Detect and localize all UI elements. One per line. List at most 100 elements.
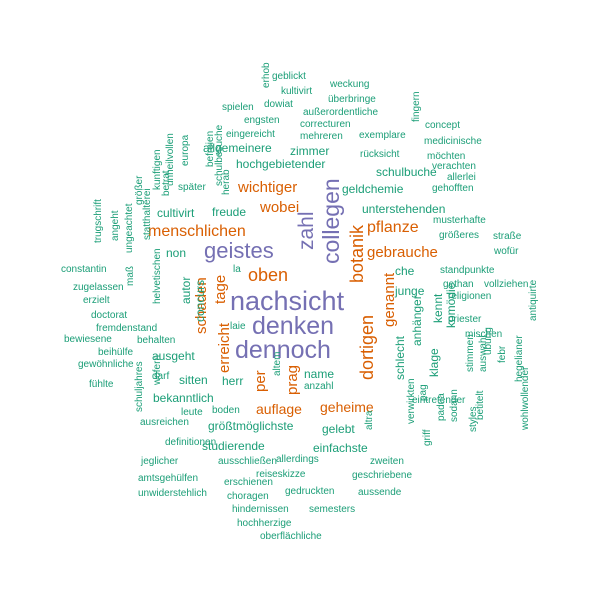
- word-cloud-word: anzahl: [304, 381, 334, 392]
- word-cloud-word: herab: [221, 169, 232, 195]
- word-cloud-word: allerdings: [276, 454, 319, 465]
- word-cloud-word: wobei: [260, 199, 300, 216]
- word-cloud-word: dennoch: [235, 336, 331, 364]
- word-cloud-word: sitten: [179, 373, 208, 387]
- word-cloud-word: erschienen: [224, 477, 273, 488]
- word-cloud-word: dortigen: [357, 314, 377, 380]
- word-cloud-word: junge: [395, 284, 425, 298]
- word-cloud-word: hindernissen: [232, 504, 289, 515]
- word-cloud-word: straße: [493, 231, 522, 242]
- word-cloud-word: schulbuche: [376, 165, 437, 179]
- word-cloud-word: per: [252, 370, 269, 392]
- word-cloud-word: oberflächliche: [260, 531, 322, 542]
- word-cloud-word: concurs: [193, 279, 207, 322]
- word-cloud-word: standpunkte: [440, 265, 495, 276]
- word-cloud-word: antiquirte: [528, 279, 539, 321]
- word-cloud-word: hochherzige: [237, 518, 292, 529]
- word-cloud-word: vollziehen: [484, 279, 529, 290]
- word-cloud-word: pag: [418, 384, 429, 401]
- word-cloud-word: darf: [152, 371, 170, 382]
- word-cloud-word: collegen: [318, 178, 344, 264]
- word-cloud-word: prag: [284, 364, 301, 395]
- word-cloud-word: bewiesene: [64, 334, 112, 345]
- word-cloud-word: laie: [230, 321, 246, 332]
- word-cloud-word: leute: [181, 407, 203, 418]
- word-cloud-word: zweiten: [370, 456, 404, 467]
- word-cloud-word: febr: [497, 345, 508, 363]
- word-cloud-word: amtsgehülfen: [138, 473, 199, 484]
- word-cloud-word: styles: [468, 406, 479, 432]
- word-cloud-word: gebrauche: [367, 244, 438, 261]
- word-cloud-word: geblickt: [272, 71, 306, 82]
- word-cloud-word: name: [304, 367, 335, 381]
- word-cloud-word: studierende: [202, 439, 265, 453]
- word-cloud-word: definitionen: [165, 437, 217, 448]
- word-cloud-word: behalten: [137, 335, 176, 346]
- word-cloud-word: fremdenstand: [96, 323, 158, 334]
- word-cloud-word: geheime: [320, 399, 374, 415]
- word-cloud-word: auswahl: [478, 335, 489, 372]
- word-cloud-word: unterstehenden: [362, 202, 446, 216]
- word-cloud-word: oben: [248, 265, 289, 285]
- word-cloud-word: griff: [422, 429, 433, 447]
- word-cloud-word: freude: [212, 205, 247, 219]
- word-cloud-word: weckung: [330, 79, 370, 90]
- word-cloud-word: anhänger: [410, 295, 424, 346]
- word-cloud-word: denken: [252, 312, 335, 340]
- word-cloud-word: sodann: [449, 389, 460, 422]
- word-cloud-word: concept: [425, 120, 461, 131]
- word-cloud-word: nachsicht: [230, 286, 345, 316]
- word-cloud-word: später: [178, 182, 206, 193]
- word-cloud-word: kennt: [431, 293, 445, 323]
- word-cloud-word: exemplare: [359, 130, 406, 141]
- word-cloud-word: wichtiger: [238, 179, 298, 196]
- word-cloud-word: fühlte: [89, 379, 114, 390]
- word-cloud-word: gedruckten: [285, 486, 335, 497]
- word-cloud-word: hochgebietender: [236, 157, 326, 171]
- word-cloud-word: beihülfe: [98, 347, 134, 358]
- word-cloud-word: geschriebene: [352, 470, 413, 481]
- word-cloud-word: geldchemie: [342, 182, 404, 196]
- word-cloud-word: schlecht: [393, 335, 407, 380]
- word-cloud-word: musterhafte: [433, 215, 486, 226]
- word-cloud-word: betrat: [161, 170, 172, 196]
- word-cloud-word: rücksicht: [360, 149, 400, 160]
- word-cloud-word: autor: [179, 276, 193, 304]
- word-cloud-word: wofern: [152, 354, 163, 385]
- word-cloud-word: ausreichen: [140, 417, 189, 428]
- word-cloud-word: gethan: [443, 279, 474, 290]
- word-cloud-word: constantin: [61, 264, 107, 275]
- word-cloud-word: padua: [436, 393, 447, 421]
- word-cloud-word: größeres: [439, 230, 480, 241]
- word-cloud-word: ausgeht: [152, 349, 195, 363]
- word-cloud-word: fingern: [411, 91, 422, 122]
- word-cloud-word: mehreren: [300, 131, 343, 142]
- word-cloud-word: gehofften: [432, 183, 474, 194]
- word-cloud-word: möchten: [427, 151, 466, 162]
- word-cloud-word: auflage: [256, 401, 302, 417]
- word-cloud-word: tage: [212, 274, 229, 304]
- word-cloud-word: stimmen: [465, 334, 476, 372]
- word-cloud-word: genannt: [381, 272, 398, 327]
- word-cloud-word: größtmöglichste: [208, 419, 294, 433]
- word-cloud-word: altra: [364, 410, 375, 430]
- word-cloud-word: boden: [212, 405, 240, 416]
- word-cloud-word: spielen: [222, 102, 254, 113]
- word-cloud-word: überbringe: [328, 94, 376, 105]
- word-cloud-word: correcturen: [300, 119, 351, 130]
- word-cloud-word: außerordentliche: [303, 107, 379, 118]
- word-cloud-word: zugelassen: [73, 282, 124, 293]
- word-cloud-word: mischen: [465, 329, 503, 340]
- word-cloud-word: statthalterei: [142, 188, 153, 240]
- word-cloud-word: einfachste: [313, 441, 368, 455]
- word-cloud-word: herr: [222, 374, 244, 388]
- word-cloud-word: allgemeinere: [203, 141, 272, 155]
- word-cloud-word: altem: [272, 351, 283, 376]
- word-cloud-word: non: [166, 246, 187, 260]
- word-cloud-word: verwirkten: [406, 378, 417, 424]
- word-cloud-word: doctorat: [91, 310, 128, 321]
- word-cloud-word: reiseskizze: [256, 469, 306, 480]
- word-cloud-word: zimmer: [290, 144, 330, 158]
- word-cloud-word: jeglicher: [141, 456, 179, 467]
- word-cloud-word: wofür: [494, 246, 519, 257]
